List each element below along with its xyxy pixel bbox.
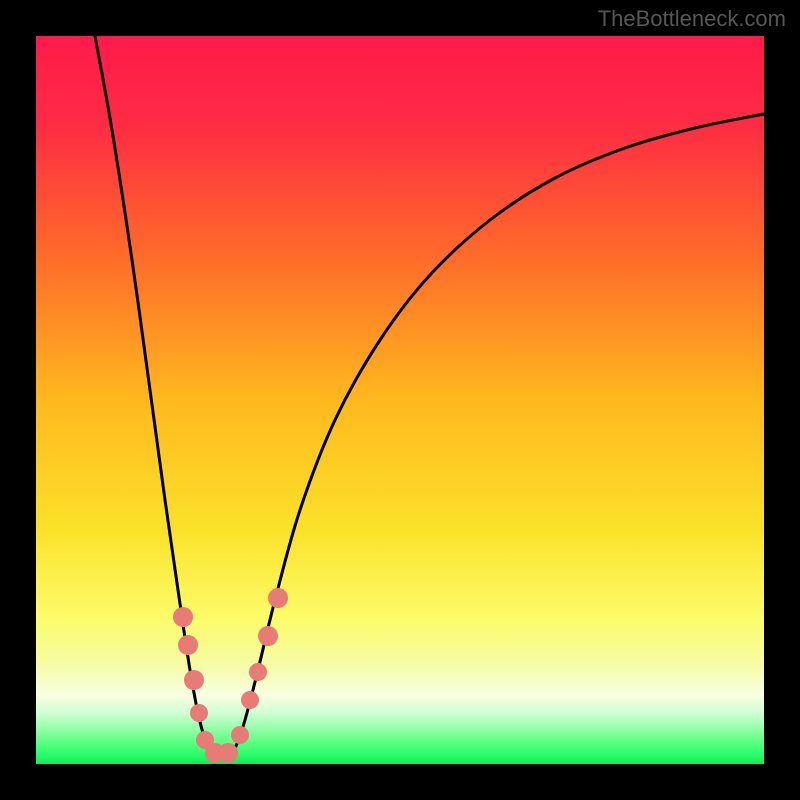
watermark-text: TheBottleneck.com xyxy=(598,6,786,32)
plot-area xyxy=(36,36,764,764)
data-marker xyxy=(218,743,238,763)
chart-svg xyxy=(0,0,800,800)
data-marker xyxy=(178,635,198,655)
data-marker xyxy=(231,726,249,744)
data-marker xyxy=(241,691,259,709)
data-marker xyxy=(268,588,288,608)
chart-container: TheBottleneck.com xyxy=(0,0,800,800)
data-marker xyxy=(249,663,267,681)
data-marker xyxy=(258,626,278,646)
data-marker xyxy=(190,704,208,722)
data-marker xyxy=(173,607,193,627)
data-marker xyxy=(184,670,204,690)
